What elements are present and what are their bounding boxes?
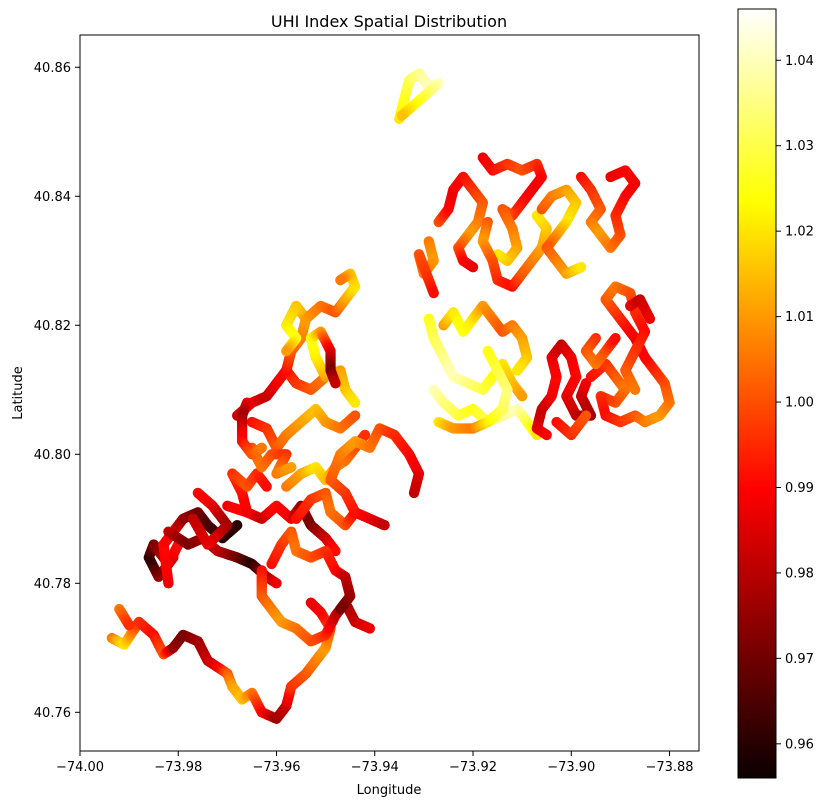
scatter-point <box>610 332 621 344</box>
scatter-point <box>271 578 282 589</box>
scatter-point <box>575 262 587 273</box>
colorbar-tick-label: 0.99 <box>785 481 814 496</box>
x-tick-label: −74.00 <box>56 760 104 775</box>
colorbar-tick-label: 1.02 <box>785 225 814 240</box>
colorbar-tick-label: 1.03 <box>785 139 814 154</box>
colorbar-tick-label: 1.01 <box>785 310 814 325</box>
scatter-point <box>512 365 523 376</box>
y-tick-label: 40.86 <box>34 61 71 76</box>
colorbar-tick-label: 0.96 <box>785 737 814 752</box>
x-tick-label: −73.96 <box>252 760 300 775</box>
scatter-point <box>482 345 493 357</box>
colorbar-tick-label: 0.97 <box>785 652 814 667</box>
scatter-point <box>359 429 371 441</box>
scatter-point <box>123 620 135 631</box>
scatter-point <box>335 603 346 615</box>
scatter-point <box>379 520 390 531</box>
scatter-point <box>364 623 376 634</box>
colorbar-ticks: 0.96 0.97 0.98 0.99 1.00 1.01 1.02 1.03 1.04 <box>776 54 814 752</box>
x-tick-label: −73.92 <box>449 760 497 775</box>
scatter-point <box>580 410 592 421</box>
scatter-point <box>516 391 528 402</box>
scatter-point <box>644 313 656 325</box>
x-tick-label: −73.94 <box>351 760 399 775</box>
y-tick-label: 40.78 <box>34 577 71 592</box>
scatter-point <box>349 410 361 421</box>
scatter-point <box>261 481 272 492</box>
y-tick-label: 40.80 <box>34 448 71 463</box>
scatter-point <box>629 384 641 395</box>
colorbar-tick-label: 0.98 <box>785 566 814 581</box>
scatter-point <box>281 345 292 357</box>
x-tick-label: −73.88 <box>645 760 693 775</box>
plot-frame <box>79 34 700 752</box>
y-tick-label: 40.84 <box>34 190 71 205</box>
chart-title: UHI Index Spatial Distribution <box>271 12 507 31</box>
scatter-point <box>330 545 341 557</box>
scatter-point <box>256 442 267 454</box>
scatter-point <box>428 287 439 299</box>
colorbar <box>738 9 776 778</box>
scatter-point <box>396 110 407 121</box>
scatter-point <box>305 597 317 608</box>
scatter-point <box>187 513 199 524</box>
y-tick-label: 40.82 <box>34 319 71 334</box>
scatter-point <box>349 397 361 408</box>
scatter-point <box>286 461 297 473</box>
scatter-point <box>408 487 420 499</box>
colorbar-tick-label: 1.04 <box>785 54 814 69</box>
colorbar-frame <box>737 8 777 779</box>
colorbar-tick-label: 1.00 <box>785 396 814 411</box>
y-axis-label: Latitude <box>11 366 26 420</box>
scatter-point <box>330 378 341 389</box>
scatter-point <box>335 274 346 286</box>
scatter-point <box>232 520 243 531</box>
axes-layer: −74.00 −73.98 −73.96 −73.94 −73.92 −73.90 −73.… <box>34 61 694 775</box>
y-tick-label: 40.76 <box>34 706 71 721</box>
scatter-point <box>605 171 616 183</box>
scatter-layer <box>106 68 675 724</box>
x-axis-label: Longitude <box>357 783 422 798</box>
x-tick-label: −73.98 <box>154 760 202 775</box>
scatter-point <box>467 262 479 273</box>
x-tick-label: −73.90 <box>547 760 595 775</box>
